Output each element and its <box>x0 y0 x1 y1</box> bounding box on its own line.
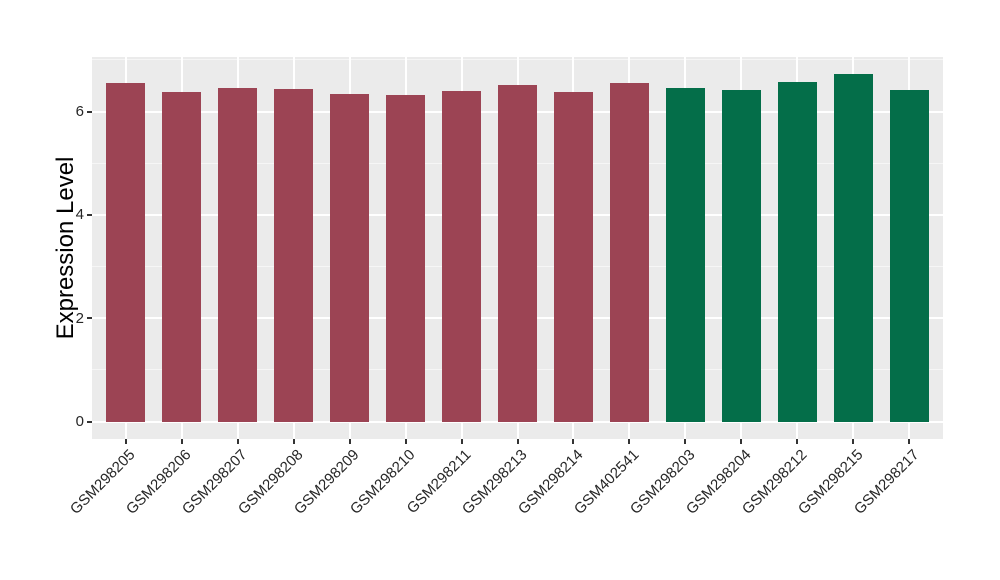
bar-GSM298209 <box>329 94 370 422</box>
x-tick-GSM298214 <box>572 439 575 444</box>
bar-GSM298205 <box>105 82 146 422</box>
x-tick-GSM298215 <box>852 439 855 444</box>
y-tick-4 <box>87 213 92 216</box>
x-tick-GSM298204 <box>740 439 743 444</box>
bar-GSM298208 <box>273 89 314 422</box>
bar-GSM402541 <box>609 83 650 422</box>
bar-GSM298213 <box>497 84 538 422</box>
x-tick-GSM402541 <box>628 439 631 444</box>
y-tick-label-0: 0 <box>75 413 84 431</box>
y-tick-2 <box>87 317 92 320</box>
bar-GSM298206 <box>161 91 202 422</box>
x-tick-GSM298207 <box>236 439 239 444</box>
x-tick-GSM298212 <box>796 439 799 444</box>
bar-GSM298207 <box>217 88 258 422</box>
y-tick-6 <box>87 110 92 113</box>
y-tick-label-4: 4 <box>75 206 84 224</box>
x-tick-GSM298210 <box>404 439 407 444</box>
x-tick-GSM298211 <box>460 439 463 444</box>
bar-GSM298204 <box>721 89 762 422</box>
bar-GSM298214 <box>553 92 594 422</box>
x-tick-GSM298217 <box>908 439 911 444</box>
x-tick-GSM298203 <box>684 439 687 444</box>
x-tick-GSM298213 <box>516 439 519 444</box>
bar-GSM298217 <box>889 90 929 422</box>
plot-panel <box>92 57 943 439</box>
x-tick-GSM298206 <box>180 439 183 444</box>
bar-GSM298212 <box>777 82 818 422</box>
bar-GSM298203 <box>665 87 706 422</box>
y-axis-title: Expression Level <box>52 156 79 340</box>
y-tick-label-2: 2 <box>75 309 84 327</box>
y-tick-label-6: 6 <box>75 103 84 121</box>
x-tick-GSM298205 <box>124 439 127 444</box>
bar-GSM298215 <box>833 74 873 422</box>
x-tick-GSM298208 <box>292 439 295 444</box>
y-tick-0 <box>87 420 92 423</box>
bar-GSM298210 <box>385 95 426 422</box>
x-tick-GSM298209 <box>348 439 351 444</box>
bar-GSM298211 <box>441 91 482 422</box>
